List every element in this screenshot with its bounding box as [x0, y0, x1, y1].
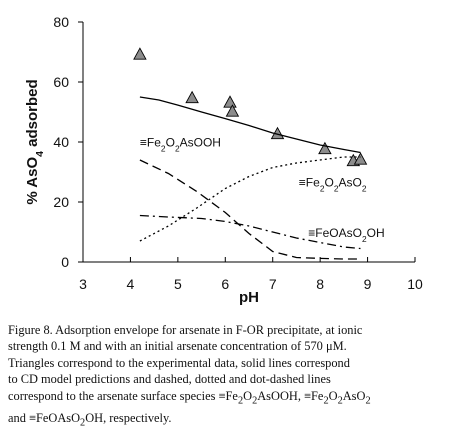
data-point-triangle: [133, 47, 147, 60]
caption-line-6: and ≡FeOAsO2OH, respectively.: [8, 410, 172, 428]
x-tick-label: 6: [221, 276, 229, 292]
annotation-fe2o2asooh: ≡Fe2O2AsOOH: [140, 136, 221, 154]
figure-caption: Figure 8. Adsorption envelope for arsena…: [8, 322, 460, 431]
x-tick-label: 5: [174, 276, 182, 292]
data-point-triangle: [318, 141, 332, 155]
data-point-triangle: [185, 90, 199, 104]
caption-line-4: to CD model predictions and dashed, dott…: [8, 372, 331, 387]
data-point-triangle: [225, 104, 240, 117]
x-tick-label: 7: [269, 276, 277, 292]
data-point-triangle: [353, 152, 368, 165]
caption-line-1: Figure 8. Adsorption envelope for arsena…: [8, 323, 363, 337]
annotation-fe2o2aso2: ≡Fe2O2AsO2: [299, 175, 367, 193]
chart-figure: 3 4 5 6 7 8 9 10 0 20 40 60 80 pH % AsO4 adsorbed ≡Fe2O…: [24, 14, 423, 306]
caption-line-2: strength 0.1 M and with an initial arsen…: [8, 339, 347, 354]
caption-line-3: Triangles correspond to the experimental…: [8, 355, 350, 370]
x-tick-label: 10: [407, 276, 423, 292]
y-tick-label: 80: [53, 14, 69, 30]
series-line-solid: [139, 96, 361, 154]
y-tick-label: 40: [53, 134, 69, 150]
y-tick-label: 60: [53, 74, 69, 90]
chart-labels: 3 4 5 6 7 8 9 10 0 20 40 60 80 pH % AsO4 adsorbed ≡Fe2O…: [24, 14, 423, 306]
y-tick-label: 20: [53, 194, 69, 210]
series-line-dashdot: [139, 214, 361, 250]
x-tick-label: 8: [316, 276, 324, 292]
y-axis-title: % AsO4 adsorbed: [24, 79, 46, 204]
x-tick-label: 4: [127, 276, 135, 292]
series-line-dashed: [139, 159, 361, 260]
adsorption-chart: 3 4 5 6 7 8 9 10 0 20 40 60 80 pH % AsO4 adsorbed ≡Fe2O…: [24, 14, 423, 306]
x-axis-title: pH: [239, 289, 259, 306]
chart-axes: [78, 21, 416, 263]
x-tick-label: 9: [364, 276, 372, 292]
data-point-triangle: [223, 95, 237, 108]
y-tick-label: 0: [61, 254, 69, 270]
chart-marks: [133, 47, 368, 260]
annotation-feoaso2oh: ≡FeOAsO2OH: [308, 226, 384, 244]
caption-line-5: correspond to the arsenate surface speci…: [8, 388, 371, 407]
x-tick-label: 3: [79, 276, 87, 292]
